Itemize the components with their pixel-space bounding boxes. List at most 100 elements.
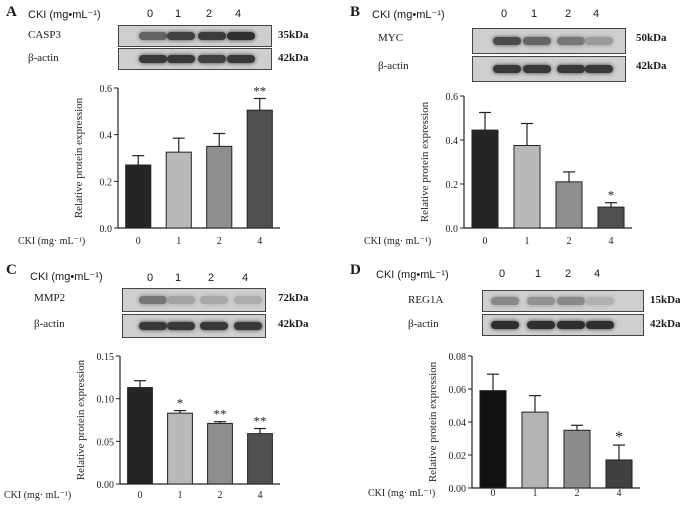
y-tick-label: 0.04	[449, 418, 467, 429]
blot-protein-label: β-actin	[28, 52, 59, 64]
blot-band	[200, 296, 228, 304]
blot-protein-label: MMP2	[34, 292, 66, 304]
lane-label: 2	[208, 272, 215, 284]
bar	[125, 164, 152, 229]
blot-band	[557, 65, 585, 73]
x-tick-label: 4	[257, 236, 262, 247]
blot-band	[167, 296, 195, 304]
lane-label: 2	[565, 8, 572, 20]
y-tick-label: 0.6	[100, 84, 113, 95]
x-tick-label: 0	[491, 488, 496, 499]
molecular-weight-label: 42kDa	[650, 318, 681, 330]
western-blot-strip	[472, 28, 626, 54]
western-blot-strip	[482, 314, 644, 336]
blot-band	[234, 296, 262, 304]
lane-label: 1	[531, 8, 538, 20]
bar	[206, 145, 233, 229]
bar	[247, 433, 273, 485]
concentration-header: CKI (mg•mL⁻¹)	[372, 9, 445, 21]
molecular-weight-label: 42kDa	[278, 52, 309, 64]
blot-band	[527, 321, 555, 329]
y-tick-label: 0.4	[446, 136, 459, 147]
y-tick-label: 0.0	[100, 224, 113, 235]
bar	[563, 429, 591, 489]
bar-chart: 0.00 0.05 0.10 0.15 Relative protein express…	[4, 352, 280, 501]
lane-label: 1	[175, 272, 182, 284]
lane-label: 4	[594, 268, 601, 280]
x-tick-label: 4	[609, 236, 614, 247]
x-tick-label: 0	[136, 236, 141, 247]
blot-protein-label: β-actin	[408, 318, 439, 330]
y-tick-label: 0.2	[100, 177, 113, 188]
y-axis-label: Relative protein expression	[75, 359, 87, 480]
blot-protein-label: β-actin	[34, 318, 65, 330]
significance-marker: **	[214, 407, 227, 422]
lane-label: 1	[175, 8, 182, 20]
western-blot-strip	[122, 314, 266, 338]
bar	[246, 109, 273, 229]
bar	[167, 412, 193, 485]
panel-b: B CKI (mg•mL⁻¹) 0 1 2 4 MYC 50kDa β-actin 42kDa 0.…	[342, 0, 684, 257]
panel-d: D CKI (mg•mL⁻¹) 0 1 2 4 REG1A 15kDa β-actin 42kDa…	[342, 258, 684, 515]
lane-label: 0	[147, 8, 154, 20]
x-tick-label: 4	[617, 488, 622, 499]
bar	[597, 206, 625, 229]
bar	[471, 129, 499, 229]
x-axis-label: CKI (mg· mL⁻¹)	[368, 488, 435, 499]
blot-band	[139, 55, 167, 63]
bar	[165, 151, 192, 229]
blot-band	[139, 296, 167, 304]
y-tick-label: 0.2	[446, 180, 459, 191]
molecular-weight-label: 42kDa	[636, 60, 667, 72]
x-tick-label: 0	[138, 490, 143, 501]
x-tick-label: 1	[176, 236, 181, 247]
x-tick-label: 0	[483, 236, 488, 247]
blot-protein-label: CASP3	[28, 29, 62, 41]
y-tick-label: 0.02	[449, 451, 467, 462]
blot-band	[139, 32, 167, 40]
x-axis-label: CKI (mg· mL⁻¹)	[18, 236, 85, 247]
y-axis-label: Relative protein expression	[419, 101, 431, 222]
blot-protein-label: β-actin	[378, 60, 409, 72]
lane-label: 4	[593, 8, 600, 20]
x-tick-label: 2	[567, 236, 572, 247]
significance-marker: **	[254, 414, 267, 429]
y-tick-label: 0.08	[449, 352, 467, 363]
concentration-header: CKI (mg•mL⁻¹)	[28, 9, 101, 21]
blot-band	[585, 65, 613, 73]
lane-label: 0	[501, 8, 508, 20]
molecular-weight-label: 42kDa	[278, 318, 309, 330]
y-tick-label: 0.10	[97, 395, 115, 406]
panel-label: A	[6, 4, 17, 20]
blot-band	[227, 32, 255, 40]
lane-label: 4	[242, 272, 249, 284]
x-tick-label: 2	[218, 490, 223, 501]
blot-band	[491, 321, 519, 329]
lane-label: 2	[565, 268, 572, 280]
western-blot-strip	[472, 56, 626, 82]
bar	[513, 145, 541, 229]
blot-band	[198, 55, 226, 63]
blot-band	[167, 32, 195, 40]
molecular-weight-label: 50kDa	[636, 32, 667, 44]
blot-band	[585, 37, 613, 45]
blot-protein-label: REG1A	[408, 294, 444, 306]
bar-chart: 0.00 0.02 0.04 0.06 0.08 Relative protein exp…	[368, 352, 640, 499]
panel-label: C	[6, 262, 17, 278]
molecular-weight-label: 15kDa	[650, 294, 681, 306]
significance-marker: *	[177, 396, 184, 411]
panel-label: B	[350, 4, 361, 20]
blot-band	[527, 297, 555, 305]
x-axis-label: CKI (mg· mL⁻¹)	[364, 236, 431, 247]
x-axis-label: CKI (mg· mL⁻¹)	[4, 490, 71, 501]
lane-label: 4	[235, 8, 242, 20]
y-tick-label: 0.6	[446, 92, 459, 103]
blot-band	[198, 32, 226, 40]
blot-band	[557, 321, 585, 329]
western-blot-strip	[118, 25, 272, 47]
bar	[555, 181, 583, 229]
y-tick-label: 0.00	[97, 480, 115, 491]
blot-band	[139, 322, 167, 330]
blot-band	[234, 322, 262, 330]
bar-chart: 0.0 0.2 0.4 0.6 Relative protein expression 0…	[364, 92, 632, 247]
